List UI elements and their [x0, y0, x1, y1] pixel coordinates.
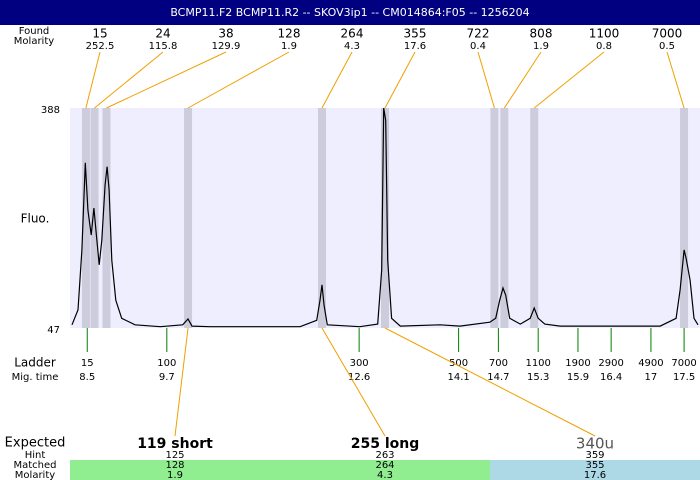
title-bar	[0, 0, 700, 25]
molarity-value: 17.6	[584, 470, 606, 480]
peak-size-label: 355	[404, 27, 427, 41]
peak-band	[318, 108, 326, 328]
ladder-time-label: 17	[645, 372, 658, 383]
peak-connector	[94, 51, 164, 109]
y-tick-label: 47	[47, 325, 60, 336]
peak-molarity-label: 0.4	[470, 41, 486, 52]
ladder-time-label: 9.7	[159, 372, 175, 383]
peak-connector	[666, 51, 685, 109]
expected-connector	[384, 327, 596, 437]
hint-value: 125	[165, 450, 184, 461]
expected-label: 255 long	[351, 436, 420, 452]
molarity-value: 1.9	[167, 470, 183, 480]
peak-band	[184, 108, 193, 328]
ladder-size-label: 100	[157, 358, 176, 369]
peak-connector	[106, 51, 227, 109]
peak-connector	[533, 51, 605, 109]
peak-band	[500, 108, 509, 328]
matched-row-label: Matched	[13, 460, 56, 471]
molarity-value: 4.3	[377, 470, 393, 480]
status-cell	[490, 460, 700, 480]
ladder-size-label: 4900	[638, 358, 663, 369]
peak-molarity-label: 0.8	[596, 41, 612, 52]
ladder-size-label: 300	[350, 358, 369, 369]
ladder-size-label: 1100	[525, 358, 550, 369]
expected-connector	[174, 327, 189, 437]
peak-size-label: 1100	[589, 27, 620, 41]
ladder-time-label: 17.5	[673, 372, 695, 383]
chart-title: BCMP11.F2 BCMP11.R2 -- SKOV3ip1 -- CM014…	[170, 6, 529, 19]
peak-molarity-label: 1.9	[533, 41, 549, 52]
expected-row-label: Expected	[5, 436, 66, 451]
peak-connector	[321, 51, 353, 109]
ladder-time-label: 16.4	[600, 372, 622, 383]
peak-molarity-label: 115.8	[149, 41, 178, 52]
peak-connector	[85, 51, 101, 109]
ladder-time-label: 15.9	[567, 372, 589, 383]
peak-size-label: 722	[467, 27, 490, 41]
matched-value: 128	[165, 460, 184, 471]
peak-size-label: 264	[341, 27, 364, 41]
ladder-time-label: 12.6	[348, 372, 370, 383]
peak-molarity-label: 252.5	[86, 41, 115, 52]
peak-molarity-label: 129.9	[212, 41, 241, 52]
peak-size-label: 15	[92, 27, 107, 41]
ladder-size-label: 700	[489, 358, 508, 369]
hint-value: 263	[375, 450, 394, 461]
ladder-size-label: 1900	[565, 358, 590, 369]
peak-connector	[477, 51, 495, 109]
peak-band	[530, 108, 539, 328]
ladder-time-label: 14.7	[487, 372, 509, 383]
expected-connector	[321, 327, 386, 437]
peak-band	[102, 108, 111, 328]
ladder-size-label: 2900	[598, 358, 623, 369]
ladder-time-label: 15.3	[527, 372, 549, 383]
ladder-size-label: 15	[81, 358, 94, 369]
y-axis-label: Fluo.	[21, 212, 50, 226]
peak-molarity-label: 1.9	[281, 41, 297, 52]
y-tick-label: 388	[41, 105, 60, 116]
expected-label: 340u	[576, 435, 614, 453]
peak-molarity-label: 17.6	[404, 41, 426, 52]
peak-band	[490, 108, 499, 328]
expected-label: 119 short	[137, 436, 213, 452]
status-cell	[70, 460, 280, 480]
peak-size-label: 128	[278, 27, 301, 41]
ladder-row-label: Ladder	[14, 356, 56, 370]
matched-value: 355	[585, 460, 604, 471]
ladder-size-label: 500	[449, 358, 468, 369]
peak-size-label: 38	[218, 27, 233, 41]
molarity-row-label: Molarity	[14, 36, 54, 47]
peak-molarity-label: 4.3	[344, 41, 360, 52]
matched-value: 264	[375, 460, 394, 471]
status-cell	[280, 460, 490, 480]
hint-value: 359	[585, 450, 604, 461]
peak-connector	[384, 51, 416, 109]
peak-connector	[503, 51, 542, 109]
fluorescence-trace	[71, 107, 699, 328]
peak-size-label: 24	[155, 27, 170, 41]
peak-connector	[187, 51, 290, 109]
peak-band	[81, 108, 90, 328]
molarity-row-label: Molarity	[15, 470, 55, 480]
peak-size-label: 7000	[652, 27, 683, 41]
mig-time-row-label: Mig. time	[12, 372, 59, 383]
peak-size-label: 808	[530, 27, 553, 41]
ladder-time-label: 8.5	[79, 372, 95, 383]
peak-molarity-label: 0.5	[659, 41, 675, 52]
peak-band	[680, 108, 689, 328]
hint-row-label: Hint	[25, 450, 46, 461]
peak-band	[381, 108, 389, 328]
ladder-size-label: 7000	[671, 358, 696, 369]
ladder-time-label: 14.1	[447, 372, 469, 383]
peak-size-row-label: Found	[19, 26, 50, 37]
